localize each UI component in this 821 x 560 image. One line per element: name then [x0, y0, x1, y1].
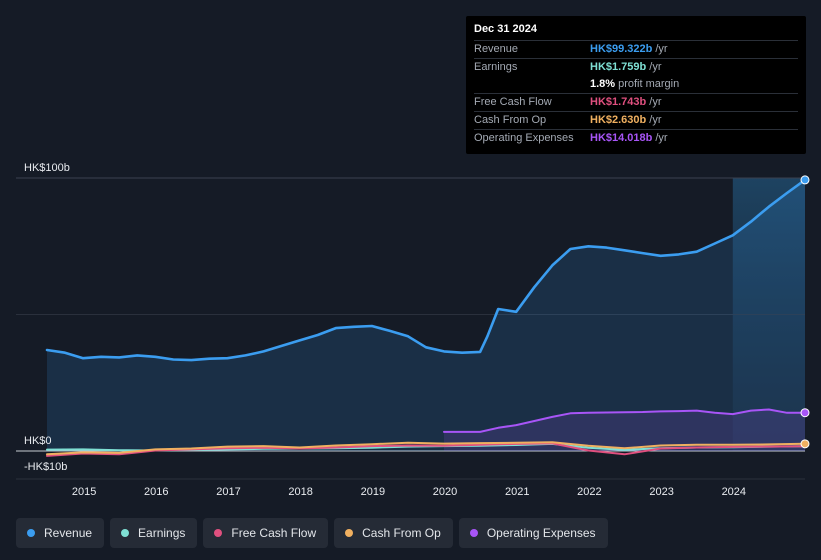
x-tick-label: 2019 [361, 486, 385, 498]
chart-legend: Revenue Earnings Free Cash Flow Cash From O… [16, 518, 608, 548]
tooltip-row-unit: /yr [649, 96, 662, 108]
y-tick-label: HK$0 [24, 435, 52, 447]
x-tick-label: 2018 [288, 486, 312, 498]
tooltip-row: Cash From Op HK$2.630b/yr [474, 111, 798, 129]
tooltip-row-value: HK$99.322b [590, 43, 653, 55]
data-tooltip: Dec 31 2024 Revenue HK$99.322b/yr Earnings… [466, 16, 806, 154]
y-tick-label: HK$100b [24, 162, 70, 174]
operating-expenses-area [444, 409, 805, 451]
tooltip-row-unit: profit margin [618, 78, 680, 90]
legend-dot-icon [345, 529, 354, 537]
legend-dot-icon [469, 529, 478, 537]
x-tick-label: 2015 [72, 486, 96, 498]
x-tick-label: 2020 [433, 486, 457, 498]
tooltip-row-label: Earnings [474, 61, 518, 73]
tooltip-row: Revenue HK$99.322b/yr [474, 40, 798, 58]
tooltip-row-value: HK$1.743b [590, 96, 647, 108]
tooltip-row: Operating Expenses HK$14.018b/yr [474, 129, 798, 147]
tooltip-row-label [474, 76, 590, 93]
operating-expenses-line[interactable] [443, 408, 806, 433]
legend-dot-icon [121, 529, 130, 537]
legend-cash-from-op[interactable]: Cash From Op [334, 518, 453, 548]
x-tick-label: 2016 [144, 486, 168, 498]
legend-label: Revenue [44, 526, 93, 540]
x-tick-label: 2021 [505, 486, 529, 498]
legend-free-cash-flow[interactable]: Free Cash Flow [203, 518, 329, 548]
tooltip-row-label: Revenue [474, 43, 519, 55]
legend-operating-expenses[interactable]: Operating Expenses [458, 518, 608, 548]
legend-dot-icon [214, 529, 223, 537]
cash-from-op-endpoint[interactable] [800, 439, 810, 449]
cash-from-op-line[interactable] [46, 441, 806, 456]
tooltip-row-value: HK$2.630b [590, 114, 647, 126]
tooltip-date: Dec 31 2024 [474, 23, 537, 35]
revenue-area [47, 179, 805, 451]
legend-dot-icon [27, 529, 35, 537]
revenue-endpoint[interactable] [800, 175, 810, 185]
tooltip-row-value: HK$1.759b [590, 61, 647, 73]
x-tick-label: 2023 [649, 486, 673, 498]
operating-expenses-endpoint[interactable] [800, 408, 810, 418]
tooltip-row-label: Free Cash Flow [474, 96, 552, 108]
legend-earnings[interactable]: Earnings [110, 518, 198, 548]
legend-label: Operating Expenses [486, 526, 596, 540]
tooltip-row: Earnings HK$1.759b/yr [474, 58, 798, 76]
legend-revenue[interactable]: Revenue [16, 518, 105, 548]
tooltip-row-unit: /yr [655, 43, 668, 55]
tooltip-row-value: HK$14.018b [590, 132, 653, 144]
tooltip-row: 1.8% profit margin [474, 76, 798, 93]
tooltip-row-unit: /yr [649, 61, 662, 73]
tooltip-row-label: Cash From Op [474, 114, 547, 126]
legend-label: Cash From Op [362, 526, 441, 540]
x-tick-label: 2024 [722, 486, 746, 498]
tooltip-row-value: 1.8% [590, 78, 616, 90]
legend-label: Free Cash Flow [231, 526, 317, 540]
revenue-line[interactable] [45, 178, 807, 362]
x-tick-label: 2022 [577, 486, 601, 498]
x-tick-label: 2017 [216, 486, 240, 498]
tooltip-row-label: Operating Expenses [474, 132, 574, 144]
legend-label: Earnings [138, 526, 186, 540]
tooltip-row: Free Cash Flow HK$1.743b/yr [474, 93, 798, 111]
tooltip-row-unit: /yr [649, 114, 662, 126]
y-tick-label: -HK$10b [24, 461, 67, 473]
tooltip-row-unit: /yr [655, 132, 668, 144]
chart-area: HK$100b HK$0 -HK$10b 2015 2016 2017 2018 2019 2… [16, 162, 810, 498]
